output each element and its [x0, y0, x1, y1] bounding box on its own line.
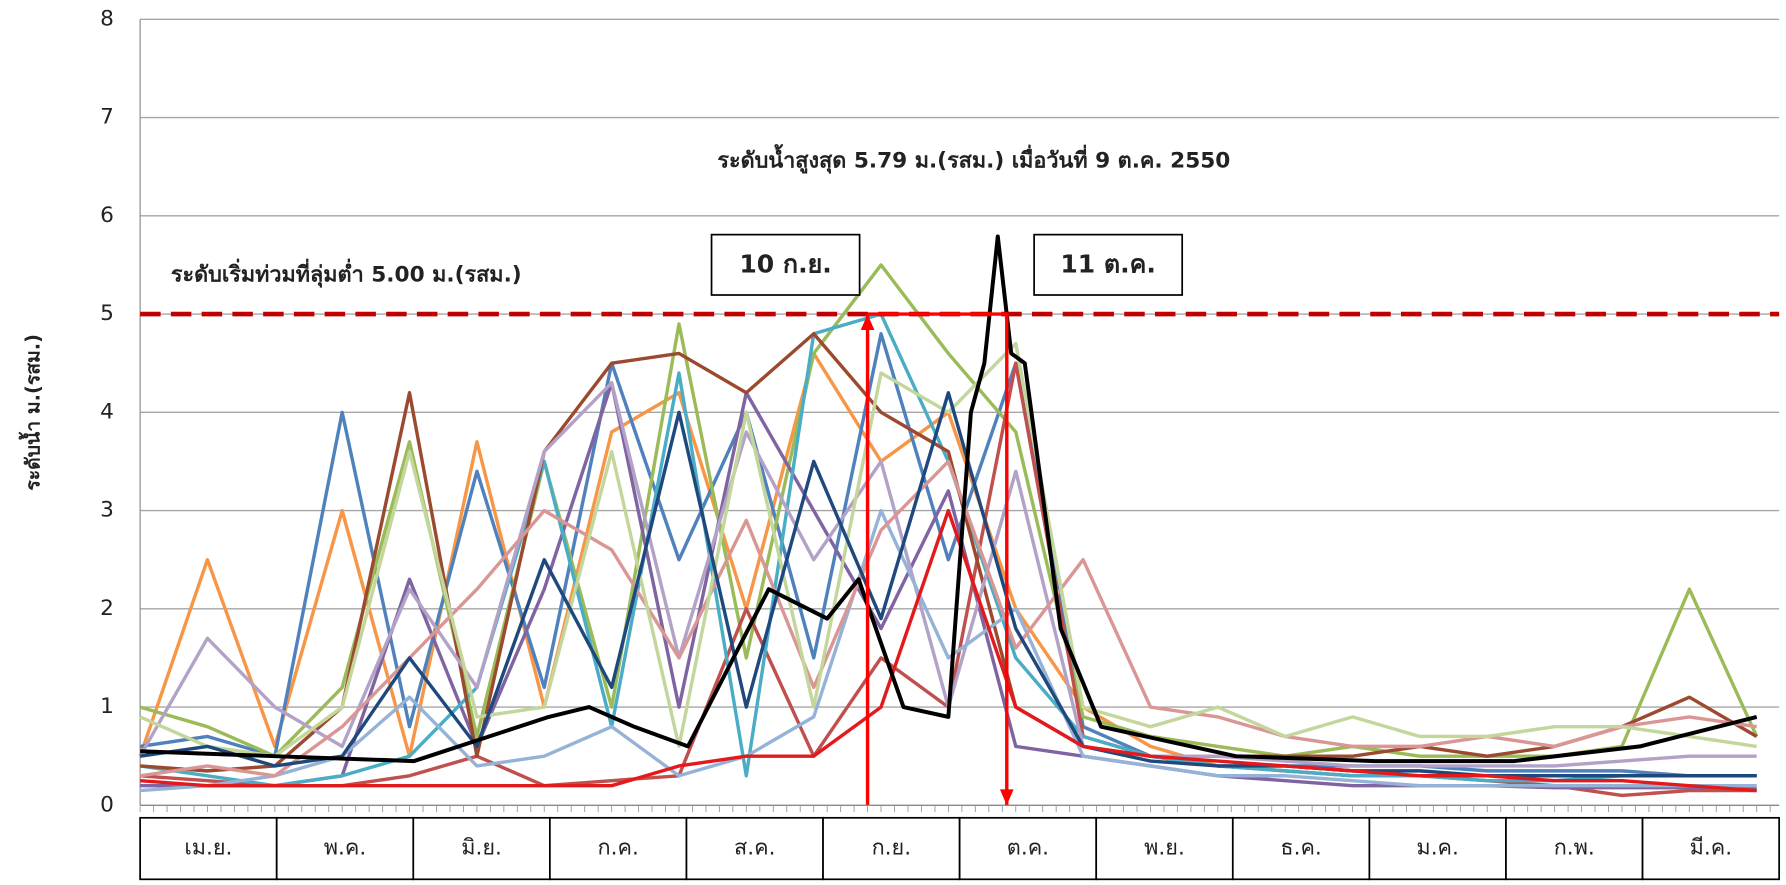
- x-tick-label: ก.พ.: [1554, 836, 1595, 861]
- marker-label: 11 ต.ค.: [1060, 249, 1156, 278]
- x-tick-label: พ.ย.: [1144, 836, 1185, 861]
- x-tick-label: พ.ค.: [324, 836, 366, 861]
- peak-annotation: ระดับน้ำสูงสุด 5.79 ม.(รสม.) เมื่อวันที่…: [717, 144, 1230, 175]
- series-line: [139, 332, 1758, 773]
- y-tick-label: 8: [100, 6, 114, 31]
- x-tick-label: ก.ค.: [598, 836, 639, 861]
- month-cell: [822, 816, 961, 881]
- y-tick-label: 4: [100, 399, 114, 424]
- series-line: [139, 508, 1757, 793]
- month-cell: [1641, 816, 1780, 881]
- marker-label: 10 ก.ย.: [739, 249, 831, 278]
- marker-box: [710, 233, 861, 296]
- x-tick-label: ต.ค.: [1007, 836, 1049, 861]
- reference-label: ระดับเริ่มท่วมที่ลุ่มต่ำ 5.00 ม.(รสม.): [171, 259, 522, 289]
- series-line: [139, 508, 1757, 793]
- x-tick-label: มี.ค.: [1690, 836, 1732, 861]
- y-tick-label: 7: [100, 105, 114, 130]
- y-tick-label: 0: [100, 792, 114, 817]
- y-tick-label: 1: [100, 694, 114, 719]
- y-tick-label: 3: [100, 498, 114, 523]
- x-tick-label: ส.ค.: [734, 836, 775, 861]
- month-cell: [549, 816, 688, 881]
- marker-box: [1033, 233, 1184, 296]
- arrow-head: [860, 314, 875, 331]
- y-tick-label: 6: [100, 203, 114, 228]
- month-cell: [1505, 816, 1644, 881]
- x-tick-label: ก.ย.: [872, 836, 912, 861]
- y-tick-label: 5: [100, 301, 114, 326]
- month-cell: [139, 816, 278, 881]
- month-cell: [685, 816, 824, 881]
- arrow-head: [999, 789, 1014, 806]
- x-tick-label: ธ.ค.: [1280, 836, 1321, 861]
- series-line: [140, 234, 1758, 764]
- x-tick-label: เม.ย.: [184, 836, 232, 861]
- month-cell: [1368, 816, 1507, 881]
- series-line: [139, 332, 1757, 778]
- x-tick-label: ม.ค.: [1416, 836, 1458, 861]
- month-cell: [412, 816, 551, 881]
- series-line: [139, 341, 1757, 758]
- series-line: [140, 381, 1757, 790]
- series-line: [139, 459, 1757, 778]
- series-group: [138, 234, 1759, 798]
- month-cell: [1095, 816, 1234, 881]
- series-line: [139, 361, 1757, 798]
- month-cell: [958, 816, 1098, 881]
- y-axis-title: ระดับน้ำ ม.(รสม.): [18, 334, 45, 491]
- x-tick-label: มิ.ย.: [461, 836, 502, 861]
- y-tick-label: 2: [100, 596, 114, 621]
